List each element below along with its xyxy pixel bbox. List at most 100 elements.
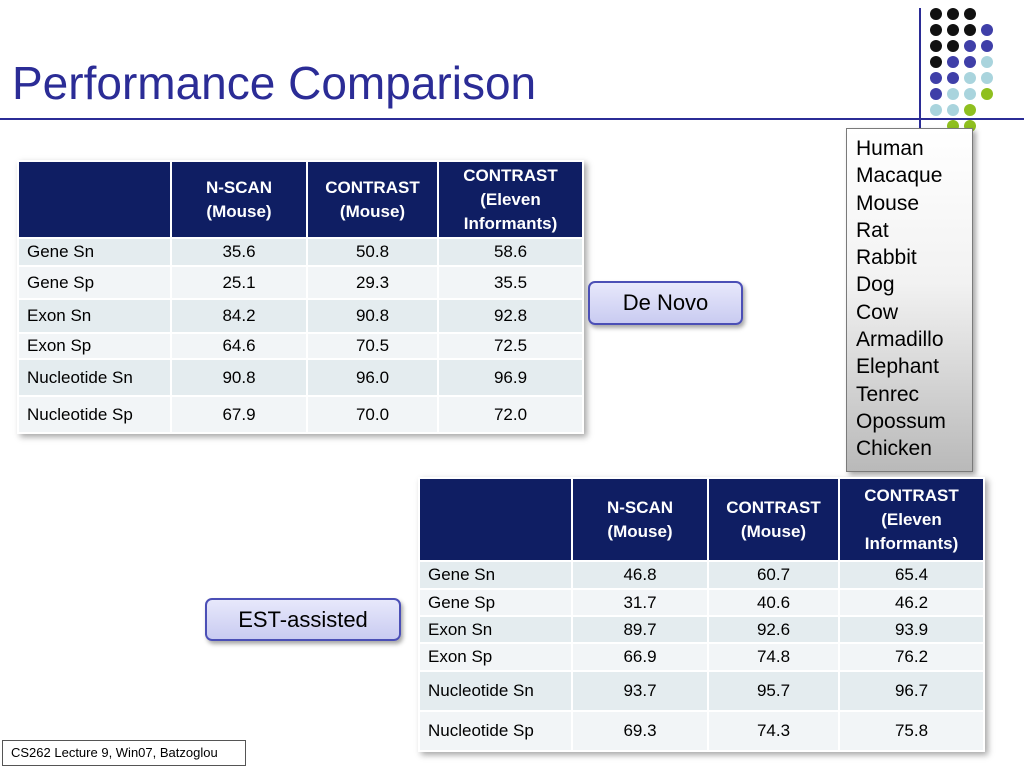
table-row: Exon Sp 66.9 74.8 76.2 (418, 642, 985, 672)
decorative-dot (930, 56, 942, 68)
header-text: N-SCAN (Mouse) (205, 177, 273, 221)
decorative-dot (930, 40, 942, 52)
cell: 96.0 (306, 358, 439, 397)
cell: 92.6 (707, 615, 840, 644)
decorative-dot (947, 56, 959, 68)
decorative-dot (947, 8, 959, 20)
est-assisted-label: EST-assisted (205, 598, 401, 641)
cell: 89.7 (571, 615, 709, 644)
table-row: Exon Sp 64.6 70.5 72.5 (17, 332, 584, 360)
row-label: Nucleotide Sp (418, 710, 573, 752)
cell: 93.7 (571, 670, 709, 712)
table-row: Nucleotide Sp 67.9 70.0 72.0 (17, 395, 584, 434)
row-label: Nucleotide Sn (17, 358, 172, 397)
cell: 25.1 (170, 265, 308, 300)
cell: 35.5 (437, 265, 584, 300)
table-row: Gene Sn 46.8 60.7 65.4 (418, 560, 985, 590)
header-nscan-mouse: N-SCAN (Mouse) (571, 477, 709, 562)
cell: 76.2 (838, 642, 985, 672)
decorative-dot (964, 104, 976, 116)
decorative-dot (930, 72, 942, 84)
cell: 93.9 (838, 615, 985, 644)
cell: 60.7 (707, 560, 840, 590)
cell: 40.6 (707, 588, 840, 617)
table-row: Nucleotide Sp 69.3 74.3 75.8 (418, 710, 985, 752)
row-label: Gene Sp (17, 265, 172, 300)
header-contrast-mouse: CONTRAST (Mouse) (306, 160, 439, 239)
decorative-dot (947, 104, 959, 116)
decorative-dot (964, 56, 976, 68)
decorative-dot (981, 40, 993, 52)
cell: 67.9 (170, 395, 308, 434)
cell: 46.8 (571, 560, 709, 590)
cell: 74.8 (707, 642, 840, 672)
cell: 29.3 (306, 265, 439, 300)
header-corner (418, 477, 573, 562)
header-text: CONTRAST (Mouse) (726, 497, 821, 541)
row-label: Nucleotide Sp (17, 395, 172, 434)
decorative-dot (964, 24, 976, 36)
table-row: Exon Sn 89.7 92.6 93.9 (418, 615, 985, 644)
de-novo-label: De Novo (588, 281, 743, 325)
species-item: Cow (856, 300, 899, 324)
header-nscan-mouse: N-SCAN (Mouse) (170, 160, 308, 239)
slide-title: Performance Comparison (12, 57, 537, 109)
species-item: Macaque (856, 164, 943, 188)
species-item: Rat (856, 218, 889, 242)
table-row: Nucleotide Sn 93.7 95.7 96.7 (418, 670, 985, 712)
row-label: Exon Sp (17, 332, 172, 360)
de-novo-results-table: N-SCAN (Mouse) CONTRAST (Mouse) CONTRAST… (17, 160, 584, 434)
cell: 70.5 (306, 332, 439, 360)
cell: 72.5 (437, 332, 584, 360)
decorative-dot (947, 72, 959, 84)
cell: 72.0 (437, 395, 584, 434)
decorative-dot (947, 40, 959, 52)
header-contrast-eleven: CONTRAST (Eleven Informants) (437, 160, 584, 239)
species-item: Armadillo (856, 328, 944, 352)
informant-species-list: Human Macaque Mouse Rat Rabbit Dog Cow Armadill… (846, 128, 973, 472)
species-item: Elephant (856, 355, 939, 379)
decorative-dot (947, 24, 959, 36)
cell: 46.2 (838, 588, 985, 617)
decorative-dot (981, 72, 993, 84)
cell: 96.9 (437, 358, 584, 397)
decorative-dot (981, 24, 993, 36)
cell: 90.8 (170, 358, 308, 397)
species-item: Tenrec (856, 382, 920, 406)
cell: 50.8 (306, 237, 439, 267)
species-item: Rabbit (856, 246, 917, 270)
header-text: N-SCAN (Mouse) (606, 497, 674, 541)
corner-divider (919, 8, 921, 130)
row-label: Exon Sp (418, 642, 573, 672)
table-row: Gene Sn 35.6 50.8 58.6 (17, 237, 584, 267)
decorative-dot (947, 88, 959, 100)
header-contrast-eleven: CONTRAST (Eleven Informants) (838, 477, 985, 562)
decorative-dot (930, 88, 942, 100)
decorative-dot (964, 8, 976, 20)
species-item: Dog (856, 273, 895, 297)
cell: 84.2 (170, 298, 308, 334)
slide-footer: CS262 Lecture 9, Win07, Batzoglou (2, 740, 246, 766)
species-item: Human (856, 137, 924, 160)
species-item: Chicken (856, 437, 932, 461)
row-label: Gene Sn (17, 237, 172, 267)
table-row: Nucleotide Sn 90.8 96.0 96.9 (17, 358, 584, 397)
table-row: Exon Sn 84.2 90.8 92.8 (17, 298, 584, 334)
header-corner (17, 160, 172, 239)
row-label: Gene Sn (418, 560, 573, 590)
row-label: Exon Sn (17, 298, 172, 334)
cell: 95.7 (707, 670, 840, 712)
cell: 74.3 (707, 710, 840, 752)
header-text: CONTRAST (Eleven Informants) (864, 485, 959, 553)
row-label: Gene Sp (418, 588, 573, 617)
cell: 90.8 (306, 298, 439, 334)
header-text: CONTRAST (Eleven Informants) (463, 165, 558, 233)
decorative-dot (964, 72, 976, 84)
header-text: CONTRAST (Mouse) (325, 177, 420, 221)
decorative-dot (930, 8, 942, 20)
decorative-dot (964, 88, 976, 100)
cell: 58.6 (437, 237, 584, 267)
est-assisted-results-table: N-SCAN (Mouse) CONTRAST (Mouse) CONTRAST… (418, 477, 985, 752)
cell: 35.6 (170, 237, 308, 267)
cell: 31.7 (571, 588, 709, 617)
